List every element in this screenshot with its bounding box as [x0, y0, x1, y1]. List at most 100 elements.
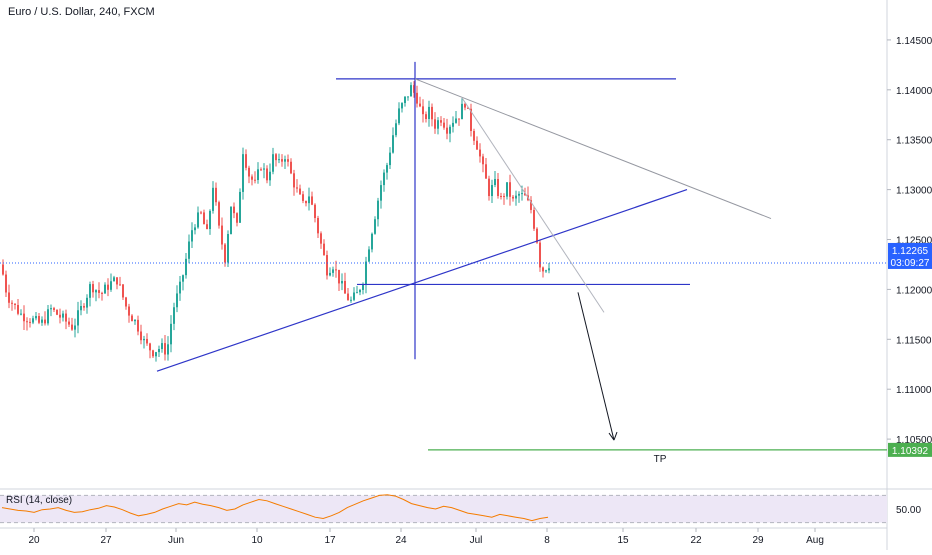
rsi-pane: 50.00: [0, 494, 921, 524]
candle-body: [470, 108, 472, 132]
candle-body: [518, 193, 520, 196]
candle-body: [263, 168, 265, 170]
candle-body: [23, 313, 25, 322]
candle-body: [458, 118, 460, 120]
projection-arrow-line: [577, 292, 615, 441]
candle-body: [221, 225, 223, 245]
candle-body: [107, 284, 109, 290]
candle-body: [542, 267, 544, 272]
candle-body: [230, 206, 232, 235]
candle-body: [20, 313, 22, 315]
y-tick-label: 1.11500: [896, 335, 932, 346]
y-tick-label: 1.11000: [896, 385, 932, 396]
candle-body: [206, 224, 208, 230]
y-tick-label: 1.14000: [896, 86, 932, 97]
candle-body: [455, 118, 457, 123]
x-tick-label: 8: [544, 535, 550, 546]
rsi-title: RSI (14, close): [6, 495, 73, 506]
candle-body: [98, 290, 100, 293]
x-tick-label: 24: [395, 535, 407, 546]
candle-body: [482, 156, 484, 165]
candle-body: [449, 126, 451, 134]
candle-body: [266, 168, 268, 181]
candle-body: [104, 284, 106, 294]
candle-body: [464, 103, 466, 108]
candle-body: [212, 187, 214, 211]
candle-body: [89, 284, 91, 298]
candle-body: [377, 200, 379, 220]
candle-body: [425, 114, 427, 120]
candle-body: [284, 159, 286, 162]
candle-body: [350, 299, 352, 301]
candle-body: [401, 103, 403, 109]
candle-body: [290, 161, 292, 174]
candle-body: [431, 106, 433, 120]
descending-trendline-inner: [461, 97, 605, 313]
candle-body: [416, 92, 418, 104]
candle-body: [434, 119, 436, 129]
candle-body: [368, 249, 370, 262]
candle-body: [308, 196, 310, 204]
candle-body: [218, 202, 220, 226]
candle-body: [404, 96, 406, 104]
candle-body: [245, 154, 247, 168]
candle-body: [257, 169, 259, 180]
candle-body: [110, 281, 112, 290]
candle-body: [125, 297, 127, 307]
x-tick-label: 10: [251, 535, 263, 546]
tp-price-badge: [888, 442, 932, 457]
candle-body: [173, 307, 175, 324]
candle-body: [389, 152, 391, 166]
candles: [2, 81, 550, 362]
candle-body: [293, 173, 295, 188]
candle-body: [167, 344, 169, 355]
candle-body: [395, 123, 397, 136]
candle-body: [29, 321, 31, 323]
candle-body: [446, 127, 448, 134]
candle-body: [5, 274, 7, 293]
candle-body: [80, 306, 82, 311]
candle-body: [116, 277, 118, 285]
candle-body: [17, 304, 19, 314]
x-tick-label: 27: [100, 535, 112, 546]
candle-body: [248, 167, 250, 177]
candle-body: [56, 309, 58, 315]
candle-body: [314, 204, 316, 219]
candle-body: [11, 302, 13, 304]
candle-body: [215, 187, 217, 203]
candle-body: [26, 321, 28, 323]
candle-body: [260, 169, 262, 171]
candle-body: [251, 176, 253, 180]
axis-ticks: 1.14500 1.14000 1.13500 1.13000 1.12500 1.120…: [28, 36, 932, 546]
candle-body: [188, 241, 190, 259]
candle-body: [371, 233, 373, 250]
candle-body: [272, 154, 274, 172]
y-tick-label: 1.13500: [896, 136, 932, 147]
candle-body: [233, 206, 235, 214]
candle-body: [398, 108, 400, 124]
candle-body: [269, 171, 271, 181]
candle-body: [194, 227, 196, 231]
tp-price-value: 1.10392: [892, 446, 929, 457]
candle-body: [497, 179, 499, 196]
candle-body: [161, 343, 163, 350]
candle-body: [53, 308, 55, 310]
candle-body: [422, 106, 424, 115]
candle-body: [341, 280, 343, 284]
y-tick-label: 1.13000: [896, 186, 932, 197]
candle-body: [182, 275, 184, 282]
x-tick-label: Aug: [806, 535, 824, 546]
candle-body: [512, 196, 514, 199]
candle-body: [287, 159, 289, 162]
candle-body: [95, 290, 97, 293]
candle-body: [86, 297, 88, 308]
candle-body: [365, 261, 367, 285]
candle-body: [347, 293, 349, 301]
candle-body: [242, 154, 244, 192]
candle-body: [428, 106, 430, 120]
candle-body: [8, 292, 10, 303]
candle-body: [410, 85, 412, 97]
